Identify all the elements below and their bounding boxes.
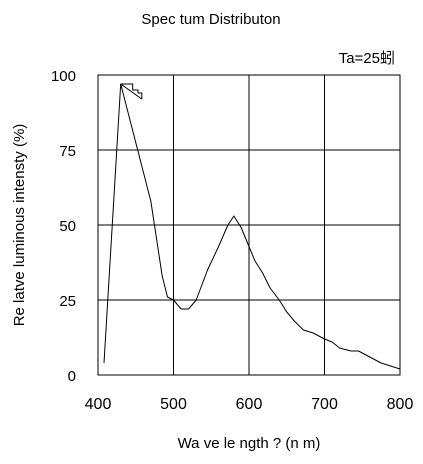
temperature-annotation: Ta=25蚓 — [339, 50, 395, 67]
chart-title: Spec tum Distributon — [141, 11, 280, 28]
y-tick-label: 50 — [59, 218, 76, 235]
x-tick-label: 500 — [160, 396, 187, 413]
x-tick-label: 400 — [85, 396, 112, 413]
spectrum-line — [103, 83, 401, 370]
x-tick-label: 700 — [311, 396, 338, 413]
grid-lines — [98, 75, 400, 375]
y-tick-label: 75 — [59, 143, 76, 160]
axis-tick-labels: 400 500 600 700 800 0 25 50 75 100 — [51, 68, 413, 413]
y-tick-label: 25 — [59, 293, 76, 310]
y-tick-label: 0 — [68, 368, 76, 385]
x-tick-label: 600 — [236, 396, 263, 413]
y-axis-label: Re latve luminous intensty (%) — [11, 124, 28, 327]
x-axis-label: Wa ve le ngth ? (n m) — [178, 435, 321, 452]
y-tick-label: 100 — [51, 68, 76, 85]
plot-area-border — [97, 74, 401, 376]
x-tick-label: 800 — [387, 396, 414, 413]
